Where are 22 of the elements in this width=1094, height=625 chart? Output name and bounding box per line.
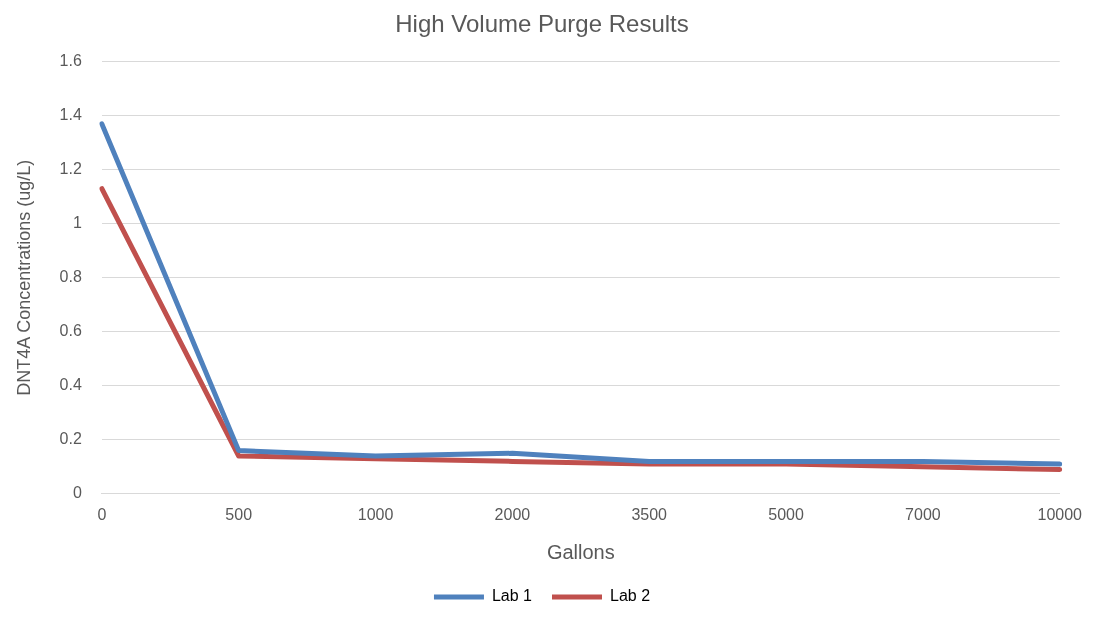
y-tick-label: 0.6 bbox=[59, 322, 82, 340]
legend-label: Lab 2 bbox=[610, 587, 651, 605]
y-tick-label: 1 bbox=[72, 214, 82, 232]
x-axis-title: Gallons bbox=[546, 540, 615, 563]
y-tick-label: 1.2 bbox=[59, 160, 82, 178]
y-tick-label: 0.2 bbox=[59, 430, 82, 448]
x-tick-label: 7000 bbox=[905, 505, 941, 523]
y-tick-label: 1.4 bbox=[59, 106, 82, 124]
chart-title: High Volume Purge Results bbox=[395, 10, 689, 38]
x-tick-label: 1000 bbox=[357, 505, 394, 523]
x-tick-label: 0 bbox=[97, 505, 107, 523]
y-axis-title: DNT4A Concentrations (ug/L) bbox=[13, 159, 34, 396]
y-tick-label: 0.4 bbox=[59, 376, 82, 394]
x-tick-label: 5000 bbox=[768, 505, 804, 523]
x-tick-label: 2000 bbox=[494, 505, 531, 523]
y-tick-label: 0.8 bbox=[59, 268, 82, 286]
x-tick-label: 10000 bbox=[1037, 505, 1083, 523]
y-tick-label: 0 bbox=[72, 484, 82, 502]
legend-label: Lab 1 bbox=[491, 587, 533, 605]
x-tick-label: 500 bbox=[225, 505, 253, 523]
x-tick-label: 3500 bbox=[631, 505, 668, 523]
y-tick-label: 1.6 bbox=[59, 52, 82, 70]
